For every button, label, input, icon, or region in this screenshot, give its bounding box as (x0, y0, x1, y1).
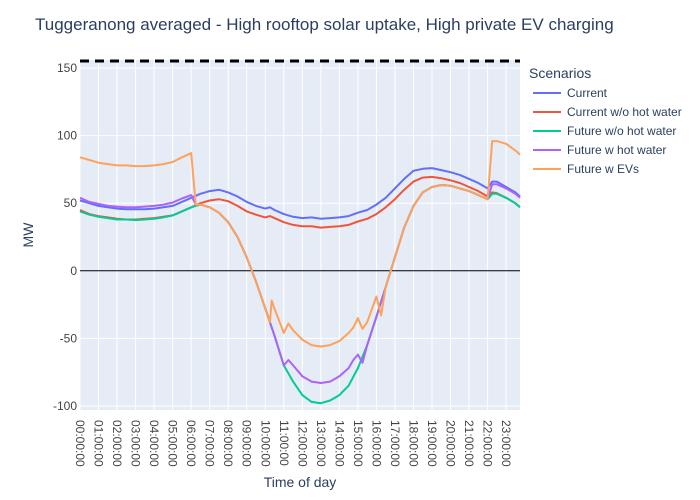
legend-label-current[interactable]: Current (567, 86, 608, 100)
x-tick-label: 13:00:00 (314, 420, 328, 467)
x-tick-label: 17:00:00 (388, 420, 402, 467)
x-tick-label: 15:00:00 (351, 420, 365, 467)
x-tick-label: 08:00:00 (221, 420, 235, 467)
x-tick-label: 02:00:00 (110, 420, 124, 467)
x-tick-label: 12:00:00 (295, 420, 309, 467)
y-tick-label: 150 (57, 61, 77, 75)
x-tick-label: 23:00:00 (499, 420, 513, 467)
x-tick-label: 11:00:00 (277, 420, 291, 466)
x-tick-label: 05:00:00 (166, 420, 180, 467)
x-tick-label: 09:00:00 (240, 420, 254, 467)
x-tick-label: 21:00:00 (462, 420, 476, 467)
y-tick-label: 0 (70, 264, 77, 278)
series-line-current (79, 167, 521, 220)
y-tick-label: 100 (57, 129, 77, 143)
x-tick-label: 10:00:00 (258, 420, 272, 467)
x-tick-label: 18:00:00 (406, 420, 420, 467)
legend-label-future-w-evs[interactable]: Future w EVs (567, 162, 639, 176)
x-tick-label: 14:00:00 (332, 420, 346, 467)
x-tick-label: 07:00:00 (203, 420, 217, 467)
legend: Scenarios Current Current w/o hot water Fu… (529, 65, 682, 176)
legend-label-future-w-hot-water[interactable]: Future w hot water (567, 143, 666, 157)
series-lines (79, 140, 521, 405)
x-tick-label: 19:00:00 (425, 420, 439, 467)
y-tick-label: -50 (60, 331, 78, 345)
plot-area-background (80, 60, 520, 410)
x-tick-label: 16:00:00 (369, 420, 383, 467)
x-tick-label: 03:00:00 (129, 420, 143, 467)
x-tick-label: 20:00:00 (444, 420, 458, 467)
series-line-future-w-evs (79, 140, 521, 348)
y-axis-title: MW (20, 222, 36, 248)
x-tick-label: 04:00:00 (147, 420, 161, 467)
y-tick-label: -100 (53, 399, 77, 413)
y-tick-labels: -100 -50 0 50 100 150 (53, 61, 77, 413)
x-tick-labels: 00:00:00 01:00:00 02:00:00 03:00:00 04:00:00… (73, 420, 513, 467)
x-tick-label: 06:00:00 (184, 420, 198, 467)
x-tick-label: 22:00:00 (481, 420, 495, 467)
x-tick-label: 00:00:00 (73, 420, 87, 467)
x-gridlines (79, 60, 507, 410)
x-tick-label: 01:00:00 (92, 420, 106, 467)
y-gridlines (80, 67, 520, 407)
chart-title: Tuggeranong averaged - High rooftop sola… (35, 15, 614, 34)
y-tick-label: 50 (64, 196, 78, 210)
x-axis-title: Time of day (264, 474, 337, 490)
legend-label-current-w-o-hot-water[interactable]: Current w/o hot water (567, 105, 682, 119)
legend-title: Scenarios (529, 65, 591, 81)
legend-label-future-w-o-hot-water[interactable]: Future w/o hot water (567, 124, 676, 138)
